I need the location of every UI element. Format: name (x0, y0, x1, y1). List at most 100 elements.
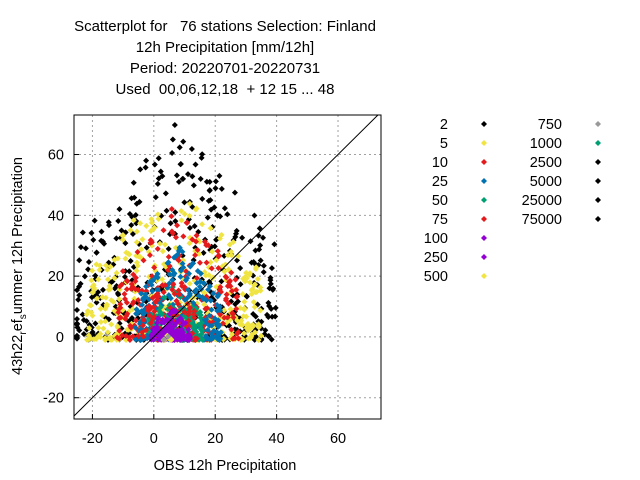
data-point-2 (234, 257, 241, 264)
data-point-10 (117, 301, 124, 308)
data-point-25 (208, 322, 215, 329)
data-point-2 (212, 185, 219, 192)
data-point-100 (154, 319, 161, 326)
data-point-25 (186, 270, 193, 277)
data-point-10 (203, 242, 210, 249)
data-point-5 (88, 277, 95, 284)
data-point-10 (233, 305, 240, 312)
data-point-2 (179, 252, 186, 259)
data-point-5 (138, 246, 145, 253)
data-point-2 (265, 333, 272, 340)
data-point-5 (253, 288, 260, 295)
data-point-2 (154, 180, 161, 187)
data-point-5 (95, 324, 102, 331)
data-point-10 (215, 253, 222, 260)
legend-label-25: 25 (432, 174, 448, 190)
data-point-2 (271, 241, 278, 248)
legend-marker-2500 (595, 159, 601, 165)
data-point-5 (100, 325, 107, 332)
data-point-75 (162, 282, 169, 289)
data-point-2 (231, 189, 238, 196)
data-point-5 (186, 280, 193, 287)
chart-title: Scatterplot for 76 stations Selection: F… (0, 16, 450, 100)
data-point-5 (162, 241, 169, 248)
data-point-5 (151, 224, 158, 231)
data-point-10 (146, 252, 153, 259)
y-tick-label: -20 (43, 391, 64, 407)
legend-marker-250 (481, 254, 487, 260)
data-point-75 (140, 317, 147, 324)
data-point-2 (131, 194, 138, 201)
data-point-5 (130, 217, 137, 224)
data-point-25 (208, 306, 215, 313)
grid (74, 115, 381, 419)
data-point-2 (180, 138, 187, 145)
legend: 2510255075100250500750100025005000250007… (424, 117, 601, 285)
data-point-5 (244, 323, 251, 330)
data-point-5 (207, 259, 214, 266)
data-point-5 (110, 298, 117, 305)
data-point-2 (163, 207, 170, 214)
legend-label-25000: 25000 (522, 193, 562, 209)
data-point-2 (115, 218, 122, 225)
legend-marker-1000 (595, 140, 601, 146)
data-point-25 (132, 324, 139, 331)
data-point-2 (255, 232, 262, 239)
x-tick-label: 60 (330, 431, 346, 447)
data-point-5 (95, 276, 102, 283)
data-point-25 (206, 283, 213, 290)
data-point-2 (93, 249, 100, 256)
data-point-50 (156, 307, 163, 314)
data-point-25 (185, 286, 192, 293)
data-point-5 (93, 261, 100, 268)
data-point-5 (85, 332, 92, 339)
data-point-2 (199, 195, 206, 202)
data-point-5 (89, 312, 96, 319)
data-point-2 (167, 220, 174, 227)
data-point-100 (185, 326, 192, 333)
legend-label-500: 500 (424, 269, 448, 285)
data-point-5 (254, 276, 261, 283)
data-point-75 (193, 335, 200, 342)
data-point-75 (145, 307, 152, 314)
data-point-2 (93, 299, 100, 306)
data-point-25 (207, 297, 214, 304)
data-point-5 (108, 321, 115, 328)
data-point-5 (207, 225, 214, 232)
data-point-2 (173, 172, 180, 179)
data-point-75 (191, 308, 198, 315)
data-point-10 (232, 335, 239, 342)
data-point-5 (102, 294, 109, 301)
data-point-5 (226, 241, 233, 248)
data-point-5 (258, 332, 265, 339)
data-point-5 (155, 215, 162, 222)
data-point-5 (147, 228, 154, 235)
title-line-2: 12h Precipitation [mm/12h] (135, 39, 315, 56)
data-point-10 (123, 286, 130, 293)
data-point-2 (216, 172, 223, 179)
data-point-2 (257, 242, 264, 249)
data-point-100 (185, 331, 192, 338)
data-point-2 (186, 224, 193, 231)
data-point-2 (151, 161, 158, 168)
data-point-2 (76, 292, 83, 299)
data-point-2 (129, 231, 136, 238)
data-point-25 (149, 288, 156, 295)
data-point-10 (223, 291, 230, 298)
data-point-25 (203, 297, 210, 304)
data-point-2 (206, 187, 213, 194)
legend-marker-75 (481, 216, 487, 222)
data-point-10 (134, 248, 141, 255)
data-point-50 (197, 312, 204, 319)
data-point-5 (240, 275, 247, 282)
data-point-2 (204, 214, 211, 221)
data-point-2 (130, 179, 137, 186)
data-point-5 (228, 248, 235, 255)
data-point-25 (139, 301, 146, 308)
data-point-5 (148, 216, 155, 223)
y-axis-label: 43h22refsummer 12h Precipitation (10, 157, 29, 375)
data-point-2 (267, 280, 274, 287)
data-point-25 (133, 306, 140, 313)
data-point-10 (214, 248, 221, 255)
